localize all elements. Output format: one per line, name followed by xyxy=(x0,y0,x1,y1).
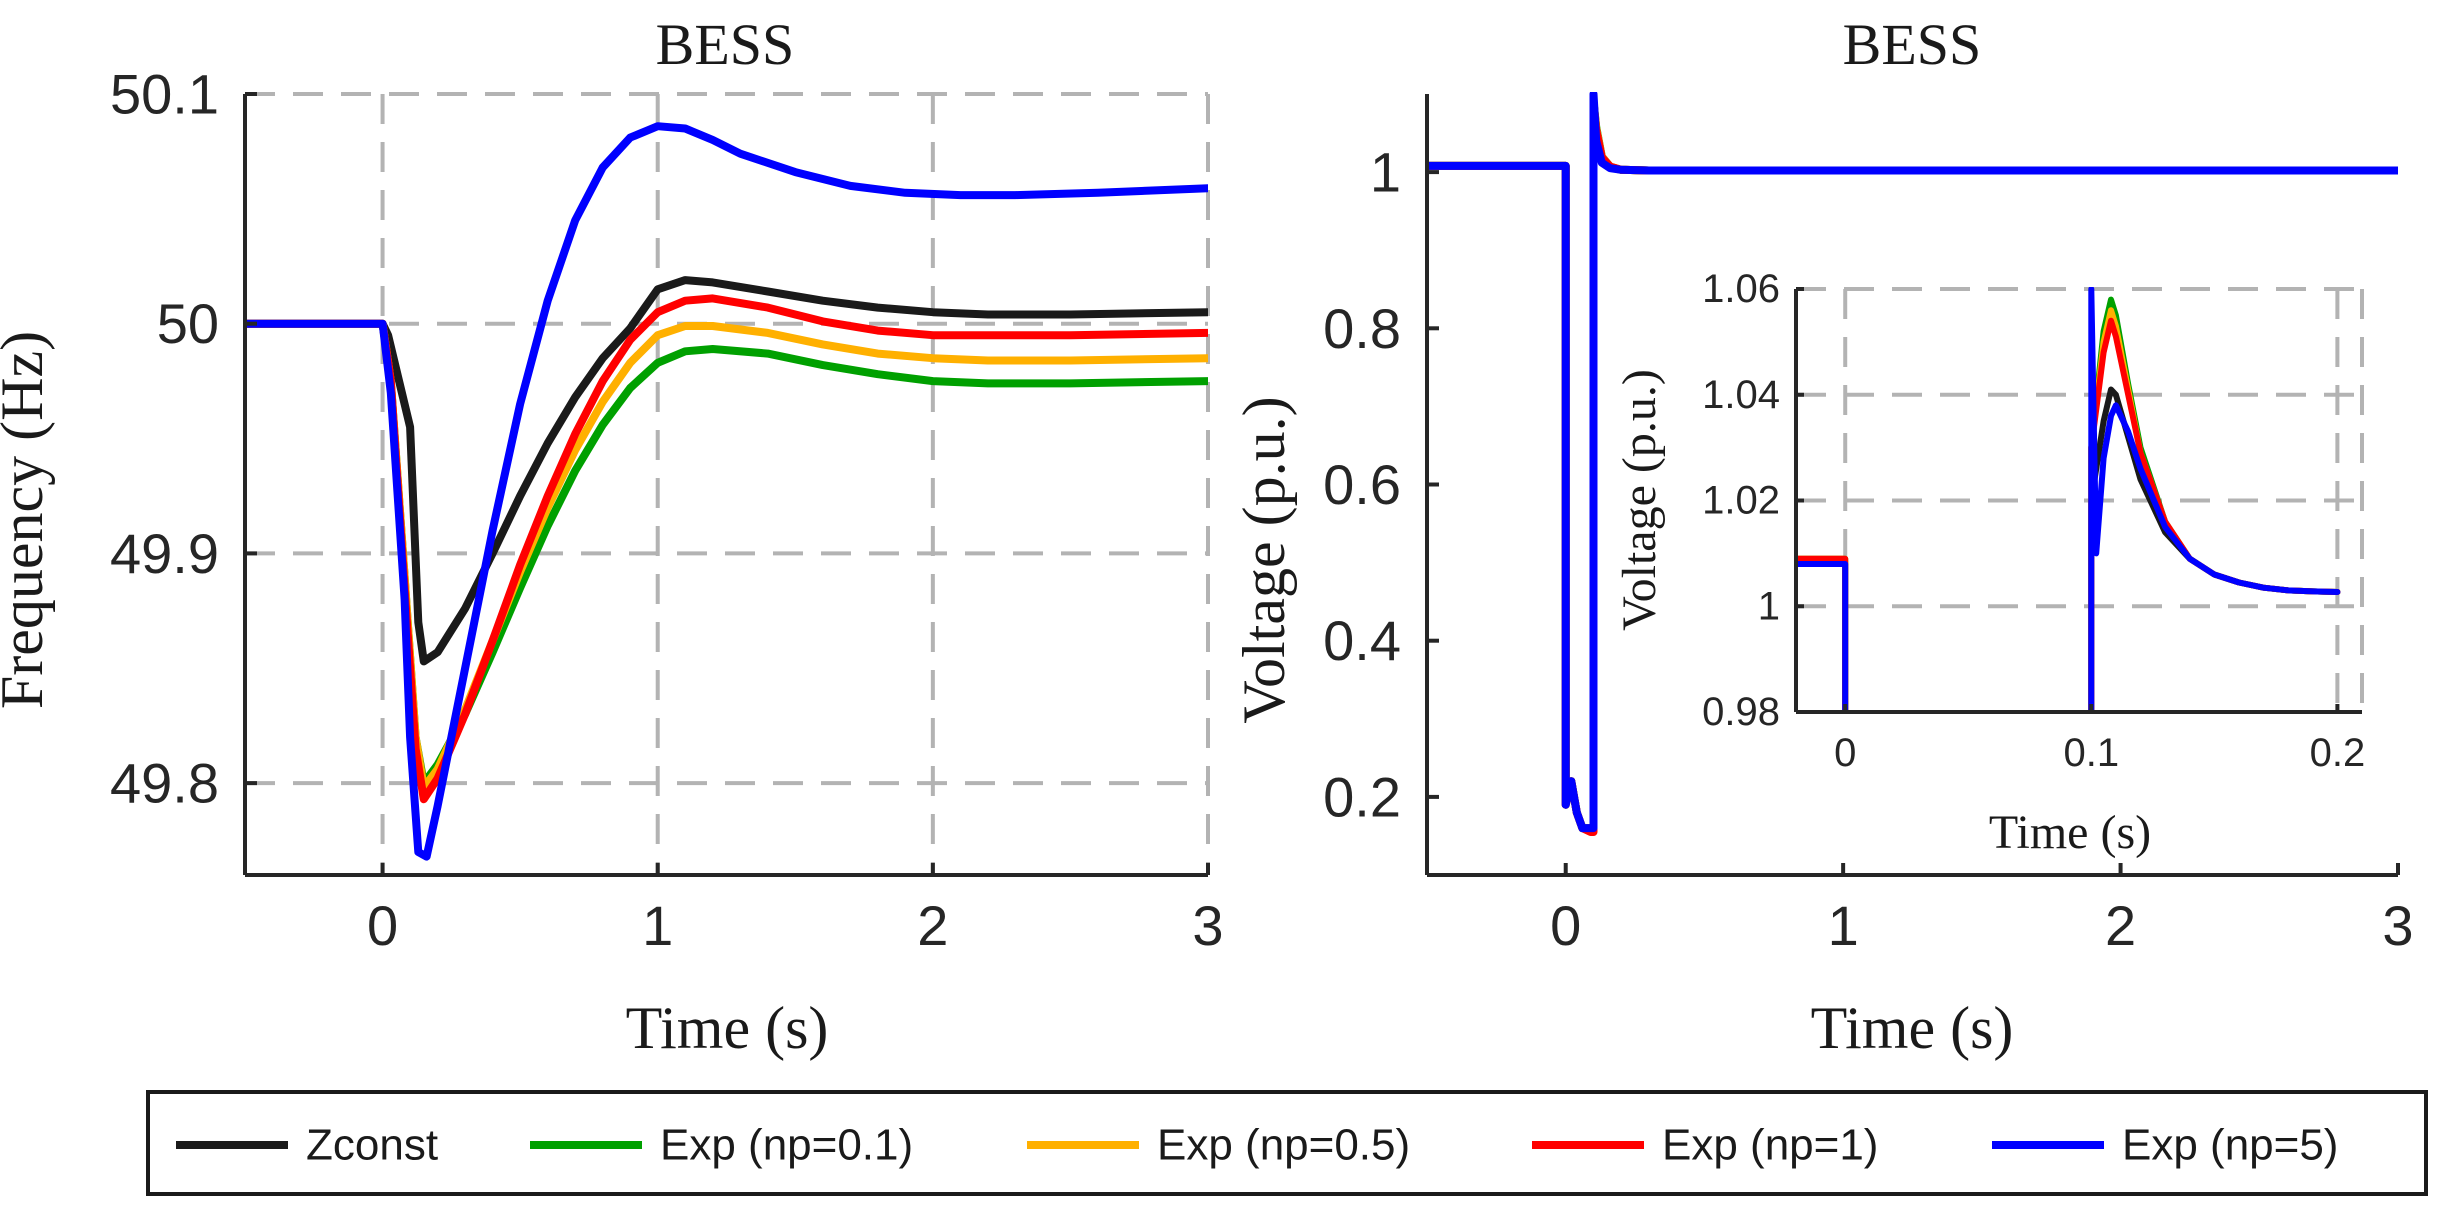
series-line-exp-np-5 xyxy=(1796,287,2341,714)
series-line-exp-np-5 xyxy=(245,122,1208,861)
chart-1: 0 1 2 3 49.8 49.9 50 50.1 BESS Time (s) Frequency … xyxy=(0,12,1224,1061)
y-axis-label: Frequency (Hz) xyxy=(0,331,55,709)
series-line-zconst xyxy=(245,276,1208,666)
series-line-exp-np-5 xyxy=(1427,92,2398,833)
y-tick-label: 0.2 xyxy=(1323,765,1401,828)
legend-label: Zconst xyxy=(306,1121,438,1170)
y-tick-label: 49.9 xyxy=(110,522,219,585)
inset-background xyxy=(1796,289,2362,712)
y-tick-label: 50 xyxy=(157,292,219,355)
legend-entry: Zconst xyxy=(176,1121,438,1170)
y-axis-label: Voltage (p.u.) xyxy=(1613,369,1666,631)
series-group xyxy=(245,122,1208,861)
legend-entry: Exp (np=0.1) xyxy=(530,1121,913,1170)
y-tick-label: 0.98 xyxy=(1702,690,1780,734)
y-tick-label: 1 xyxy=(1370,141,1401,204)
legend-entry: Exp (np=1) xyxy=(1532,1121,1878,1170)
legend-label: Exp (np=0.1) xyxy=(660,1121,913,1170)
x-axis-label: Time (s) xyxy=(626,995,829,1061)
legend-label: Exp (np=0.5) xyxy=(1157,1121,1410,1170)
chart-3: 0 0.1 0.2 0.98 1 1.02 1.04 1.06 Time (s) Voltage … xyxy=(1613,267,2365,859)
x-tick-label: 3 xyxy=(1192,894,1223,957)
legend-label: Exp (np=1) xyxy=(1662,1121,1878,1170)
x-tick-label: 1 xyxy=(642,894,673,957)
x-tick-label: 3 xyxy=(2382,894,2413,957)
series-line-exp-np-1 xyxy=(245,294,1208,804)
series-group xyxy=(1427,92,2398,836)
legend: Zconst Exp (np=0.1) Exp (np=0.5) Exp (np=1)… xyxy=(146,1090,2428,1196)
y-tick-label: 1.06 xyxy=(1702,267,1780,311)
series-group xyxy=(1796,287,2341,714)
chart-title: BESS xyxy=(1843,12,1982,77)
y-tick-label: 0.8 xyxy=(1323,297,1401,360)
chart-title: BESS xyxy=(656,12,795,77)
x-tick-label: 1 xyxy=(1828,894,1859,957)
x-axis-label: Time (s) xyxy=(1811,995,2014,1061)
y-tick-label: 49.8 xyxy=(110,752,219,815)
y-tick-label: 0.4 xyxy=(1323,609,1401,672)
y-tick-label: 1.02 xyxy=(1702,479,1780,523)
x-tick-label: 2 xyxy=(2105,894,2136,957)
legend-label: Exp (np=5) xyxy=(2122,1121,2338,1170)
x-tick-label: 0.1 xyxy=(2063,731,2119,775)
y-tick-label: 0.6 xyxy=(1323,453,1401,516)
x-tick-label: 0.2 xyxy=(2310,731,2366,775)
y-tick-label: 1 xyxy=(1758,584,1780,628)
x-tick-label: 2 xyxy=(917,894,948,957)
legend-entry: Exp (np=0.5) xyxy=(1027,1121,1410,1170)
legend-entry: Exp (np=5) xyxy=(1992,1121,2338,1170)
x-tick-label: 0 xyxy=(1550,894,1581,957)
x-tick-label: 0 xyxy=(367,894,398,957)
x-axis-label: Time (s) xyxy=(1989,806,2151,859)
chart-2: 0 1 2 3 0.2 0.4 0.6 0.8 1 BESS Time (s) Voltage (p.… xyxy=(1231,12,2414,1061)
x-tick-label: 0 xyxy=(1834,731,1856,775)
y-tick-label: 50.1 xyxy=(110,63,219,126)
grid-lines xyxy=(245,92,1210,875)
y-axis-label: Voltage (p.u.) xyxy=(1231,396,1297,723)
y-tick-label: 1.04 xyxy=(1702,373,1780,417)
